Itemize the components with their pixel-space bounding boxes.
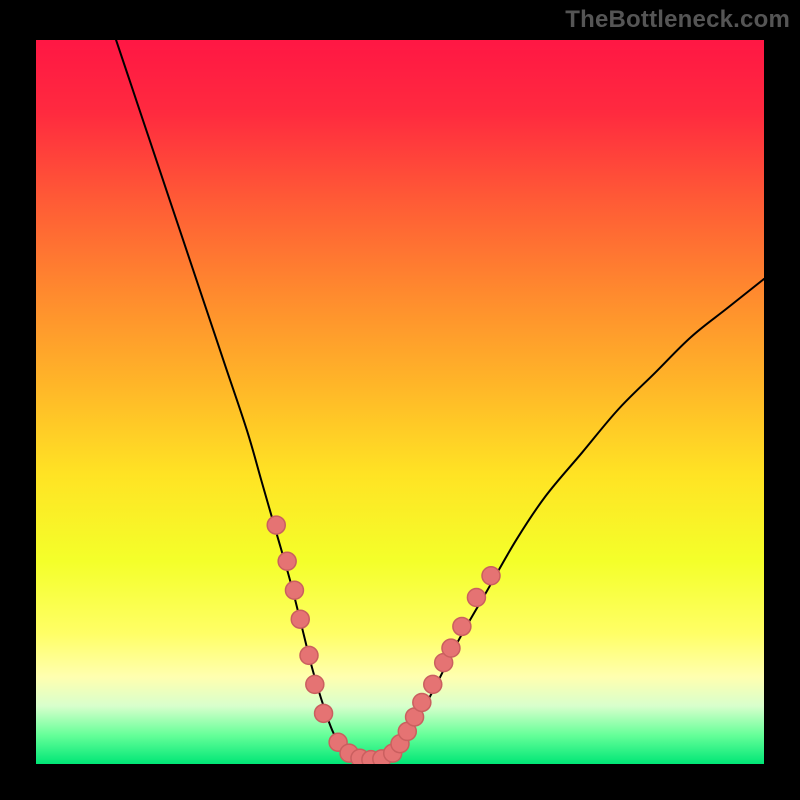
plot-area: [36, 40, 764, 764]
data-point-marker: [315, 704, 333, 722]
data-point-marker: [291, 610, 309, 628]
chart-root: TheBottleneck.com: [0, 0, 800, 800]
data-point-marker: [267, 516, 285, 534]
data-point-marker: [285, 581, 303, 599]
data-point-marker: [300, 646, 318, 664]
bottleneck-chart: [36, 40, 764, 764]
data-point-marker: [278, 552, 296, 570]
data-point-marker: [482, 567, 500, 585]
data-point-marker: [306, 675, 324, 693]
data-point-marker: [442, 639, 460, 657]
data-point-marker: [453, 617, 471, 635]
data-point-marker: [467, 588, 485, 606]
watermark-text: TheBottleneck.com: [565, 6, 790, 34]
data-point-marker: [413, 693, 431, 711]
data-point-marker: [424, 675, 442, 693]
gradient-background: [36, 40, 764, 764]
